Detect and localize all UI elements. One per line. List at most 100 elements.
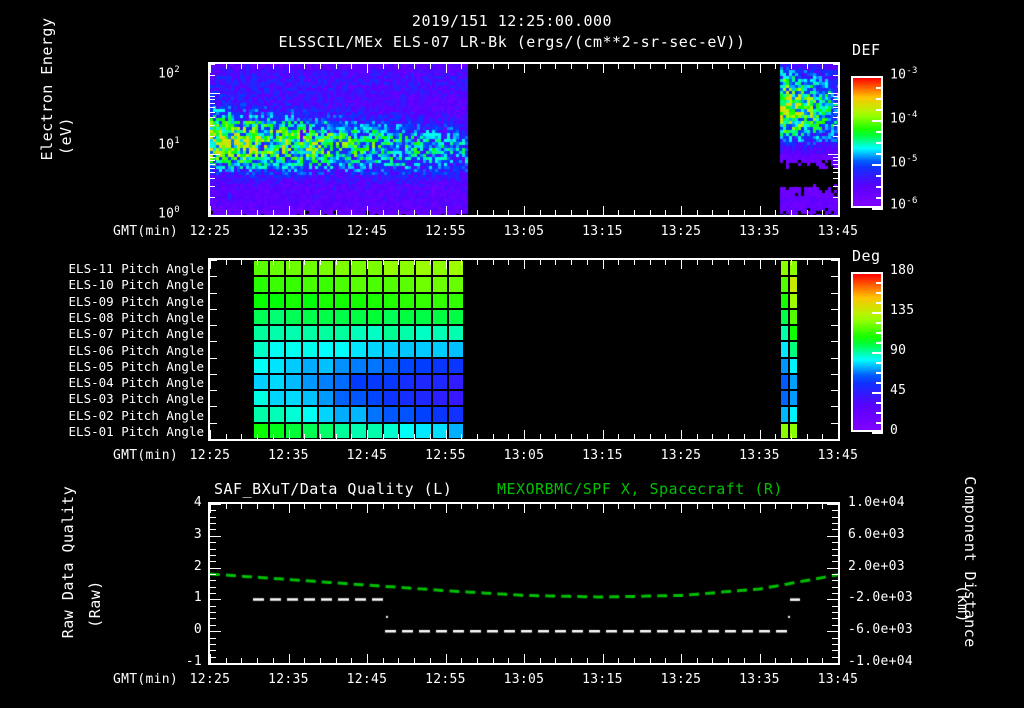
pitch-angle-cell — [382, 308, 400, 326]
pitch-angle-row-label: ELS-10 Pitch Angle — [68, 277, 204, 293]
pitch-angle-cell — [789, 260, 798, 277]
axis-tick — [665, 64, 667, 69]
colorbar-tick — [872, 164, 883, 166]
axis-tick — [832, 656, 838, 658]
pitch-angle-cell — [447, 276, 464, 293]
axis-tick — [571, 260, 573, 265]
axis-tick — [225, 210, 227, 215]
pitch-angle-cell — [253, 390, 270, 407]
axis-tick — [257, 64, 259, 69]
axis-tick — [602, 504, 604, 513]
axis-tick — [351, 260, 353, 265]
axis-tick — [445, 206, 447, 215]
axis-tick — [319, 210, 321, 215]
pitch-angle-cell — [789, 341, 798, 358]
deg-tick-label: 0 — [890, 423, 899, 438]
axis-tick — [225, 504, 227, 509]
pitch-angle-cell — [350, 276, 367, 293]
def-tick-3-exp: -6 — [906, 196, 918, 206]
axis-tick — [832, 643, 838, 645]
axis-tick — [712, 434, 714, 439]
axis-tick — [351, 434, 353, 439]
axis-tick — [319, 504, 321, 509]
axis-tick — [241, 434, 243, 439]
axis-tick — [382, 434, 384, 439]
axis-tick — [586, 504, 588, 509]
axis-tick — [822, 434, 824, 439]
axis-tick — [633, 434, 635, 439]
colorbar-tick — [876, 153, 883, 155]
axis-tick — [382, 210, 384, 215]
pitch-angle-cell — [253, 292, 270, 309]
pitch-angle-cell — [431, 260, 448, 277]
axis-tick — [257, 260, 259, 265]
colorbar-tick — [876, 382, 883, 384]
xtick-label: 13:05 — [503, 448, 545, 463]
axis-tick — [696, 64, 698, 69]
axis-tick — [210, 663, 221, 664]
pitch-angle-cell — [431, 325, 448, 342]
pitch-angle-cell — [780, 276, 789, 293]
axis-tick — [832, 542, 838, 544]
pitch-angle-cell — [334, 422, 351, 439]
pitch-angle-cell — [269, 341, 286, 358]
axis-tick — [665, 434, 667, 439]
bottom-ytick-left: 1 — [193, 590, 202, 606]
pitch-angle-row-label: ELS-04 Pitch Angle — [68, 375, 204, 391]
axis-tick — [272, 64, 274, 69]
deg-tick-label: 180 — [890, 263, 915, 278]
axis-tick — [555, 658, 557, 663]
axis-tick — [210, 357, 217, 359]
axis-tick — [665, 504, 667, 509]
pitch-angle-cell — [382, 292, 400, 309]
pitch-angle-cell — [334, 357, 351, 374]
pitch-angle-cell — [350, 341, 367, 358]
bottom-ytick-left: 0 — [193, 622, 202, 638]
axis-tick — [833, 117, 838, 119]
axis-tick — [210, 406, 217, 408]
axis-tick — [476, 260, 478, 265]
axis-tick — [831, 325, 838, 327]
axis-tick — [461, 64, 463, 69]
axis-tick — [210, 529, 216, 531]
pitch-angle-cell — [317, 260, 335, 277]
axis-tick — [833, 106, 838, 108]
colorbar-tick — [876, 282, 883, 284]
axis-tick — [822, 64, 824, 69]
pitch-angle-cell — [789, 292, 798, 309]
bottom-ytick-right: -6.0e+03 — [848, 622, 914, 638]
colorbar-tick — [876, 197, 883, 199]
axis-tick — [257, 658, 259, 663]
def-tick-2-exp: -5 — [906, 154, 918, 164]
bottom-ytick-right: 6.0e+03 — [848, 526, 905, 542]
axis-tick — [833, 99, 838, 101]
axis-tick — [539, 504, 541, 509]
pitch-angle-cell — [789, 373, 798, 391]
axis-tick — [210, 117, 215, 119]
pitch-angle-cell — [334, 390, 351, 407]
axis-tick — [743, 210, 745, 215]
axis-tick — [210, 439, 217, 440]
axis-tick — [539, 64, 541, 69]
pitch-angle-cell — [415, 292, 432, 309]
axis-tick — [832, 586, 838, 588]
axis-tick — [304, 658, 306, 663]
pitch-angle-cell — [285, 260, 302, 277]
axis-tick — [508, 260, 510, 265]
colorbar-tick — [872, 208, 883, 210]
axis-tick — [602, 260, 604, 269]
axis-tick — [712, 504, 714, 509]
axis-tick — [555, 260, 557, 265]
axis-tick — [832, 573, 838, 575]
pitch-angle-cell — [253, 422, 270, 439]
pitch-angle-cell — [285, 406, 302, 423]
def-tick-0-mantissa: 10 — [890, 67, 907, 83]
pitch-angle-cell — [334, 292, 351, 309]
axis-tick — [833, 102, 838, 104]
pitch-angle-cell — [269, 406, 286, 423]
top-ytick-1-mantissa: 10 — [158, 137, 175, 153]
pitch-angle-cell — [334, 260, 351, 277]
axis-tick — [712, 658, 714, 663]
axis-tick — [539, 434, 541, 439]
axis-tick — [210, 64, 211, 73]
